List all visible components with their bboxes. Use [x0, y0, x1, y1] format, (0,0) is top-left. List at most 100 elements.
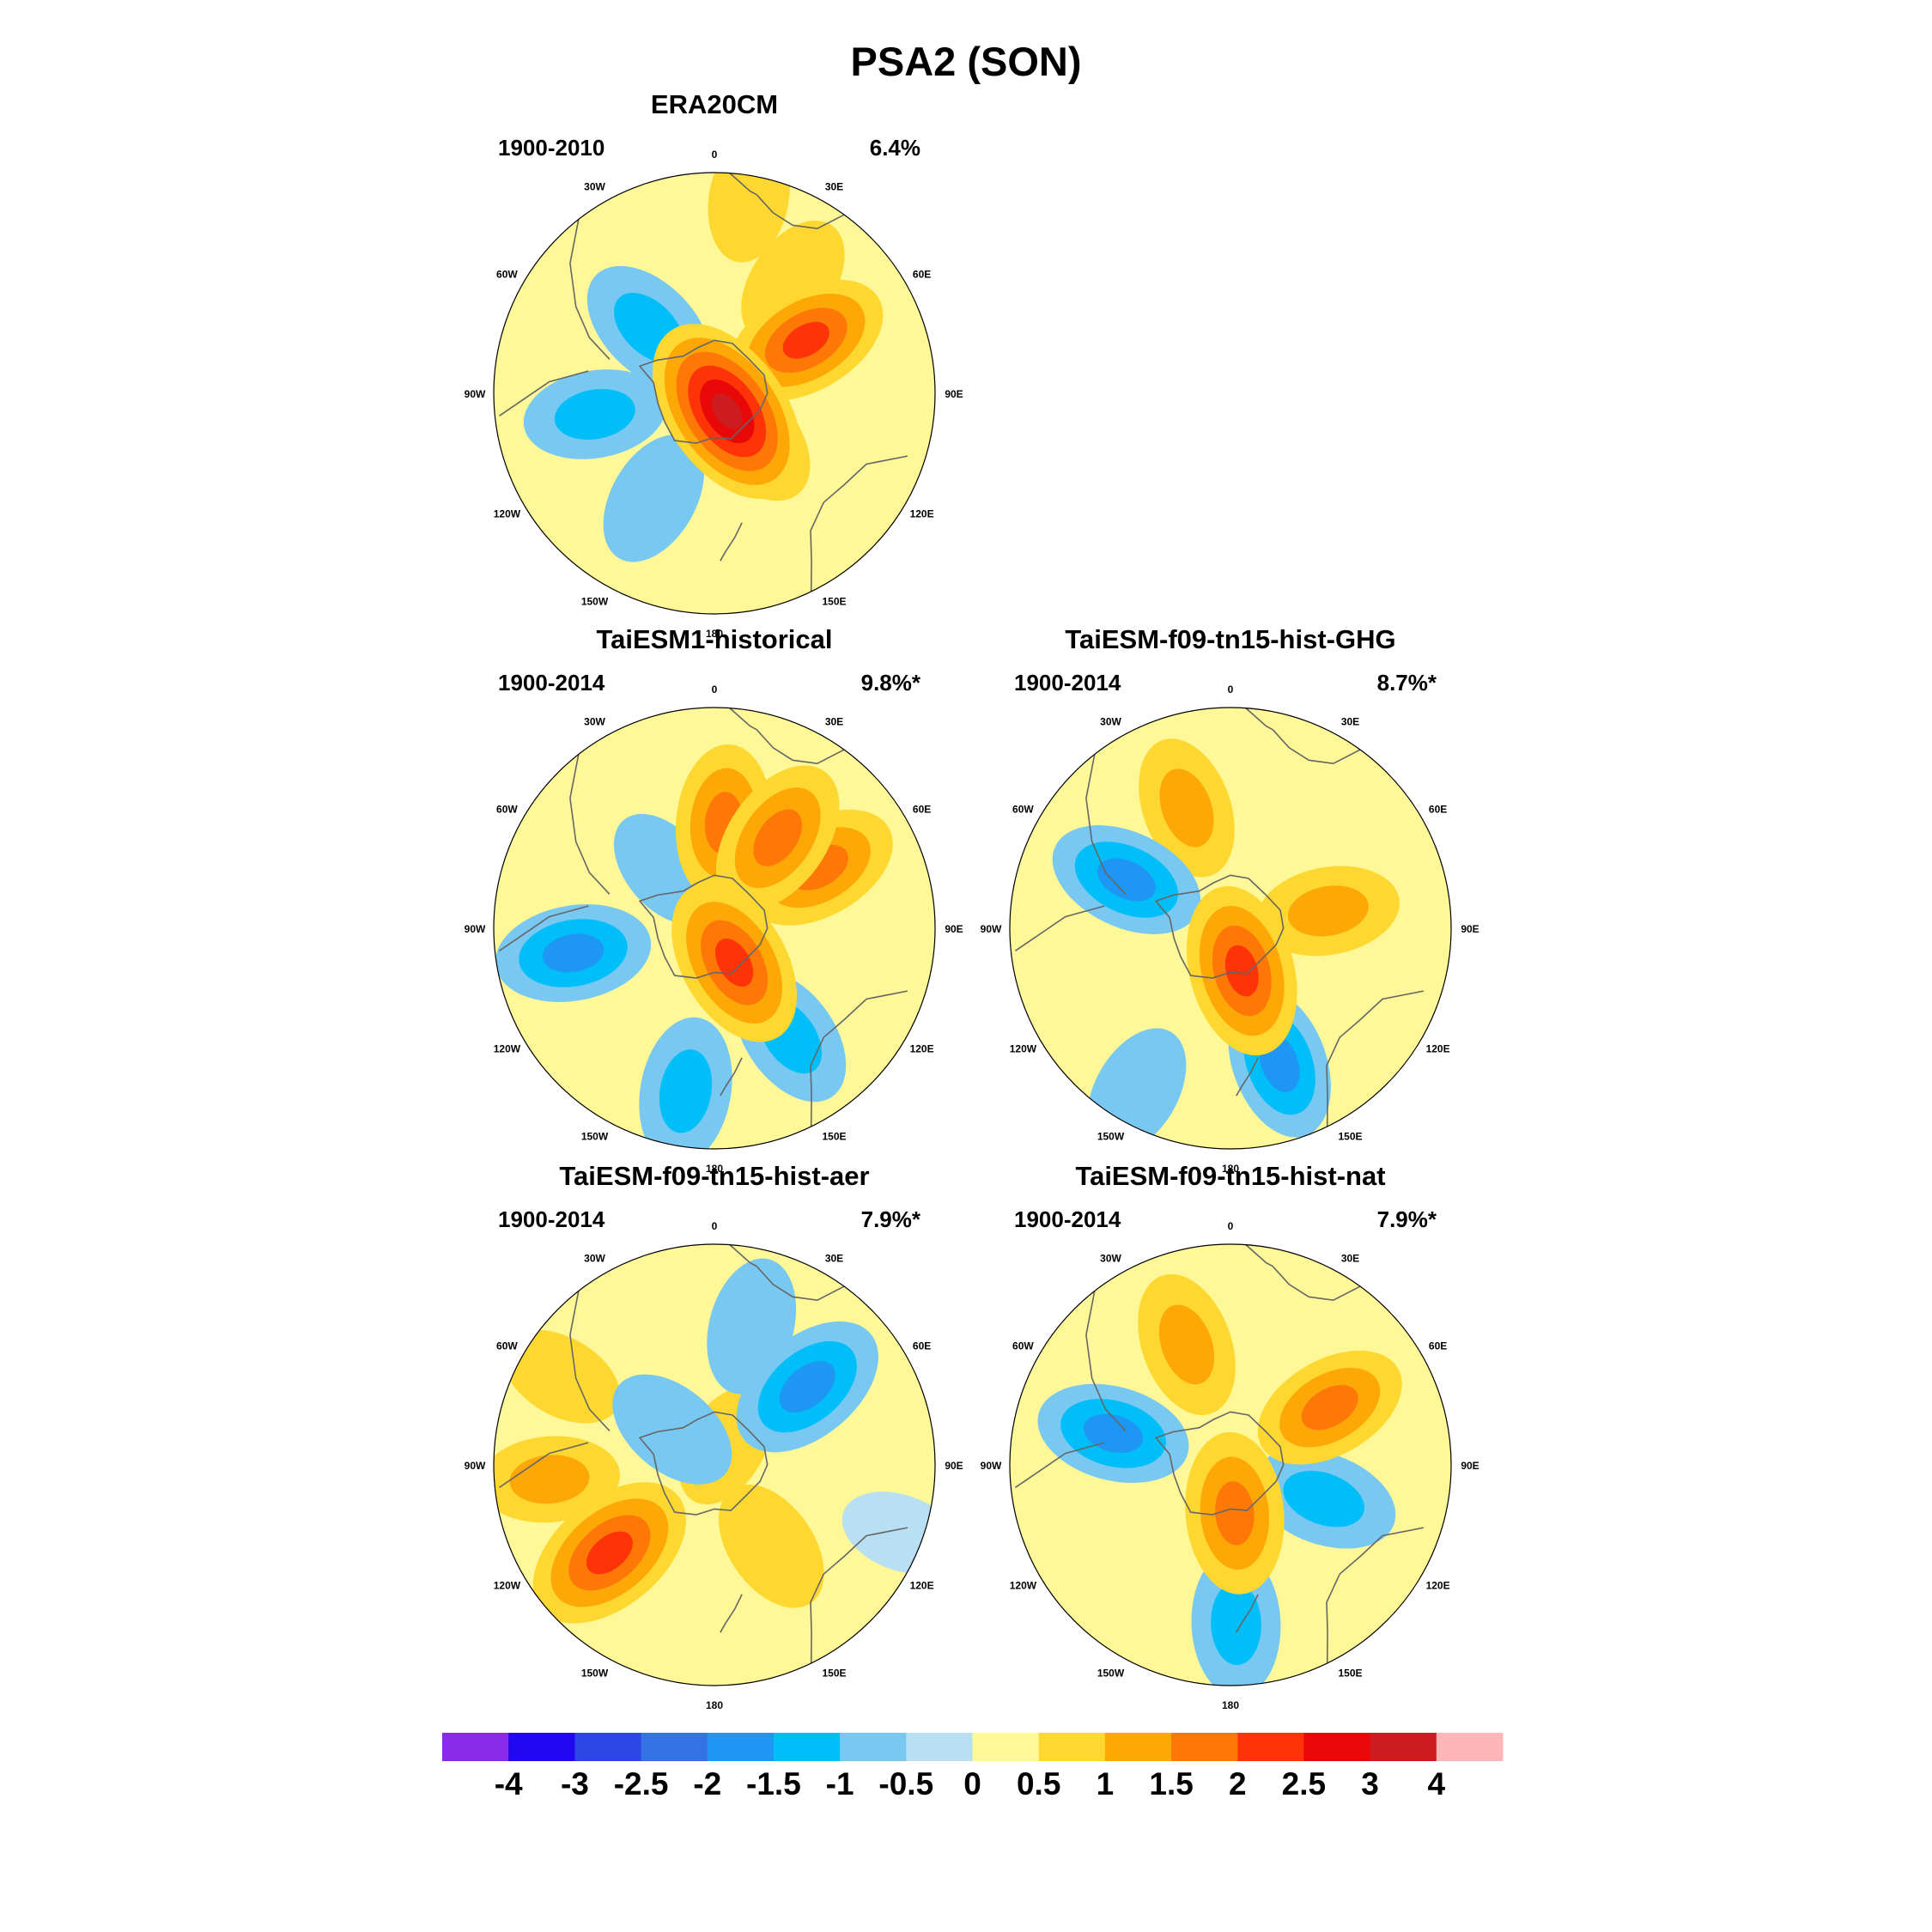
map-border	[493, 1243, 936, 1686]
lon-label: 30E	[825, 180, 843, 192]
contour-level	[542, 933, 605, 973]
coastline-southAmerica2	[1015, 1442, 1105, 1488]
lon-label: 120W	[1010, 1580, 1037, 1592]
lon-label: 180	[706, 628, 723, 640]
lon-label: 30E	[1341, 1252, 1359, 1264]
lon-label: 180	[1222, 1699, 1239, 1711]
colorbar-swatch	[1171, 1733, 1238, 1761]
panel-title: ERA20CM	[651, 89, 778, 119]
contour-level	[782, 321, 829, 359]
colorbar-swatch	[641, 1733, 708, 1761]
contour-level	[1097, 858, 1156, 902]
lon-label: 0	[712, 1220, 718, 1232]
contour-level	[1211, 1582, 1261, 1666]
colorbar-label: -1	[826, 1766, 854, 1801]
lon-label: 150E	[822, 1668, 846, 1680]
coastline-southAmerica2	[499, 370, 589, 416]
lon-label: 120W	[494, 1580, 521, 1592]
colorbar-label: 1.5	[1149, 1766, 1193, 1801]
colorbar-swatch	[1303, 1733, 1371, 1761]
lon-label: 30E	[825, 1252, 843, 1264]
contour-level	[1224, 945, 1259, 997]
lon-label: 60E	[1429, 804, 1447, 816]
map-border	[1009, 707, 1452, 1150]
colorbar-label: 1	[1097, 1766, 1115, 1801]
coastline-antarctica	[638, 874, 769, 979]
lon-label: 150E	[822, 1131, 846, 1143]
coastline-africa	[756, 194, 845, 230]
coastline-australia	[1326, 1527, 1425, 1664]
coastline-antarctica	[1154, 1411, 1285, 1516]
lon-label: 120W	[494, 1043, 521, 1055]
contour-level	[1287, 885, 1369, 937]
panel-taiesm-aer: 0 30E 60E 90E 120E 150E 180 150W 120W 90W 60W 30W Ta…	[465, 1161, 963, 1711]
contour-level	[1083, 1413, 1144, 1454]
colorbar-swatch	[707, 1733, 775, 1761]
colorbar-label: 2	[1229, 1766, 1247, 1801]
colorbar-label: 3	[1361, 1766, 1379, 1801]
coastline-southAmerica	[1085, 1291, 1127, 1431]
coastline-antarctica	[1154, 874, 1285, 979]
coastline-africa	[756, 729, 845, 765]
panel-title: TaiESM-f09-tn15-hist-nat	[1075, 1161, 1385, 1191]
lon-label: 180	[706, 1699, 723, 1711]
lon-label: 120E	[910, 1580, 934, 1592]
coastline-antarctica	[638, 1411, 769, 1516]
lon-label: 30E	[1341, 715, 1359, 727]
coastline-australia	[1326, 990, 1425, 1127]
coastline-africaW	[1245, 1244, 1273, 1267]
coastline-africaW	[729, 1244, 757, 1267]
contour-level	[1283, 1470, 1364, 1528]
field-contours	[1010, 708, 1451, 1149]
coastline-southAmerica	[1085, 754, 1127, 895]
coastlines	[1015, 1244, 1425, 1664]
lon-label: 90W	[981, 923, 1002, 935]
lon-label: 120W	[494, 508, 521, 520]
lon-label: 60W	[1012, 804, 1034, 816]
lon-label: 150W	[581, 1131, 609, 1143]
coastline-newZealand	[720, 1594, 743, 1633]
coastline-africa	[1272, 1266, 1361, 1302]
coastline-australia	[810, 1527, 908, 1664]
panel-taiesm-nat: 0 30E 60E 90E 120E 150E 180 150W 120W 90W 60W 30W Ta…	[981, 1161, 1479, 1711]
colorbar-label: -3	[561, 1766, 589, 1801]
map-border	[1009, 1243, 1452, 1686]
colorbar-swatch	[972, 1733, 1040, 1761]
lon-label: 150E	[1338, 1668, 1362, 1680]
coastlines	[499, 173, 908, 592]
contour-level	[708, 173, 790, 263]
coastline-antarctica	[638, 339, 769, 444]
colorbar-label: -2.5	[614, 1766, 669, 1801]
coastlines	[499, 708, 908, 1127]
panel-variance: 7.9%*	[1377, 1206, 1437, 1232]
figure-title: PSA2 (SON)	[850, 39, 1082, 84]
coastline-australia	[810, 990, 908, 1127]
colorbar-swatch	[442, 1733, 509, 1761]
colorbar-label: -0.5	[878, 1766, 933, 1801]
field-contours	[1010, 1244, 1451, 1686]
coastline-africaW	[1245, 708, 1273, 731]
colorbar-label: -2	[693, 1766, 721, 1801]
lon-label: 0	[712, 149, 718, 161]
panel-period: 1900-2014	[498, 1206, 605, 1232]
colorbar-swatch	[1370, 1733, 1437, 1761]
lon-label: 180	[1222, 1163, 1239, 1175]
colorbar-label: 2.5	[1282, 1766, 1326, 1801]
lon-label: 120E	[1426, 1043, 1450, 1055]
colorbar-swatch	[906, 1733, 973, 1761]
lon-label: 120W	[1010, 1043, 1037, 1055]
lon-label: 150E	[822, 596, 846, 608]
panel-taiesm-ghg: 0 30E 60E 90E 120E 150E 180 150W 120W 90W 60W 30W Ta…	[981, 624, 1479, 1175]
colorbar-label: 0.5	[1017, 1766, 1060, 1801]
map-border	[493, 172, 936, 615]
lon-label: 180	[706, 1163, 723, 1175]
colorbar-swatch	[1237, 1733, 1304, 1761]
panel-period: 1900-2014	[1014, 670, 1121, 696]
coastline-newZealand	[1236, 1594, 1259, 1633]
lon-label: 60E	[913, 269, 931, 281]
coastline-southAmerica2	[1015, 905, 1105, 951]
lon-label: 90W	[465, 1460, 486, 1472]
contour-level	[502, 1329, 621, 1424]
lon-label: 150W	[1097, 1668, 1125, 1680]
